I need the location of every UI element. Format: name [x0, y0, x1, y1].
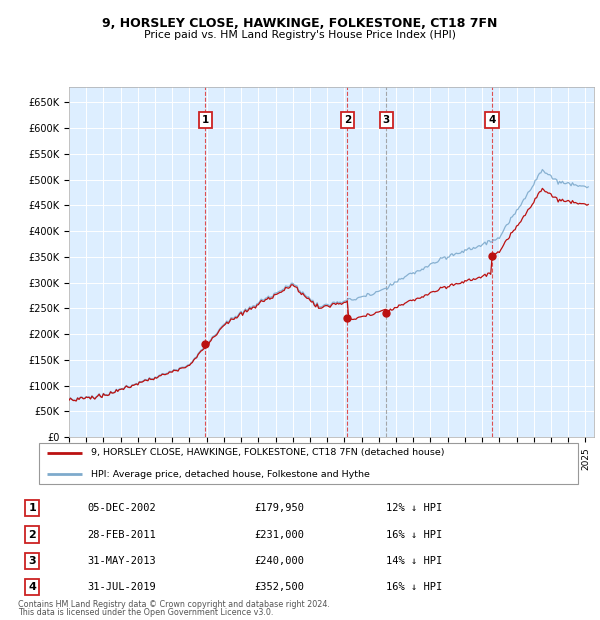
FancyBboxPatch shape — [39, 443, 578, 484]
Text: 4: 4 — [28, 582, 36, 592]
Text: 2: 2 — [28, 529, 36, 539]
Text: 3: 3 — [382, 115, 389, 125]
Text: 31-JUL-2019: 31-JUL-2019 — [87, 582, 155, 592]
Text: 31-MAY-2013: 31-MAY-2013 — [87, 556, 155, 566]
Text: £231,000: £231,000 — [254, 529, 304, 539]
Text: Contains HM Land Registry data © Crown copyright and database right 2024.: Contains HM Land Registry data © Crown c… — [18, 600, 330, 609]
Text: £179,950: £179,950 — [254, 503, 304, 513]
Text: 16% ↓ HPI: 16% ↓ HPI — [386, 529, 443, 539]
Text: 28-FEB-2011: 28-FEB-2011 — [87, 529, 155, 539]
Text: This data is licensed under the Open Government Licence v3.0.: This data is licensed under the Open Gov… — [18, 608, 274, 617]
Text: 05-DEC-2002: 05-DEC-2002 — [87, 503, 155, 513]
Text: 1: 1 — [28, 503, 36, 513]
Text: Price paid vs. HM Land Registry's House Price Index (HPI): Price paid vs. HM Land Registry's House … — [144, 30, 456, 40]
Text: 3: 3 — [28, 556, 36, 566]
Text: 14% ↓ HPI: 14% ↓ HPI — [386, 556, 443, 566]
Text: 16% ↓ HPI: 16% ↓ HPI — [386, 582, 443, 592]
Text: £352,500: £352,500 — [254, 582, 304, 592]
Text: HPI: Average price, detached house, Folkestone and Hythe: HPI: Average price, detached house, Folk… — [91, 469, 370, 479]
Text: £240,000: £240,000 — [254, 556, 304, 566]
Text: 9, HORSLEY CLOSE, HAWKINGE, FOLKESTONE, CT18 7FN: 9, HORSLEY CLOSE, HAWKINGE, FOLKESTONE, … — [103, 17, 497, 30]
Text: 1: 1 — [202, 115, 209, 125]
Text: 2: 2 — [344, 115, 351, 125]
Text: 9, HORSLEY CLOSE, HAWKINGE, FOLKESTONE, CT18 7FN (detached house): 9, HORSLEY CLOSE, HAWKINGE, FOLKESTONE, … — [91, 448, 444, 458]
Text: 4: 4 — [488, 115, 496, 125]
Text: 12% ↓ HPI: 12% ↓ HPI — [386, 503, 443, 513]
